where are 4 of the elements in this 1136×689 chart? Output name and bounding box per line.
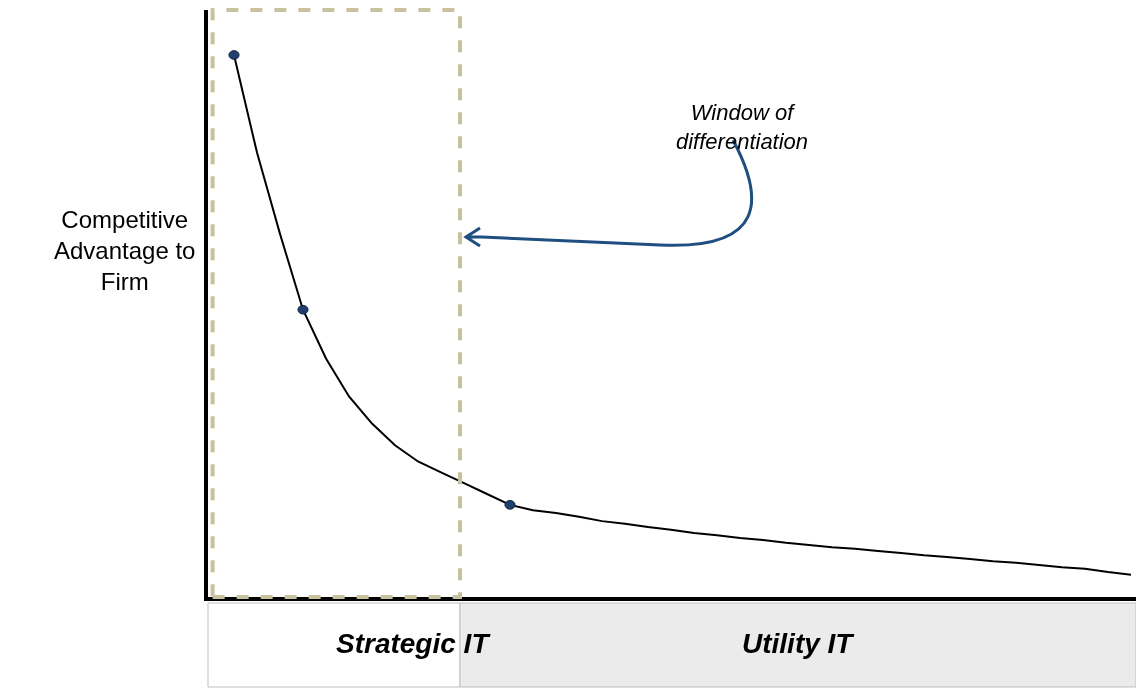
annotation: Window of differentiation — [676, 100, 809, 154]
text: Utility IT — [742, 628, 856, 659]
text: Strategic IT — [336, 628, 492, 659]
y-axis-title: Competitive Advantage to Firm — [54, 206, 196, 296]
